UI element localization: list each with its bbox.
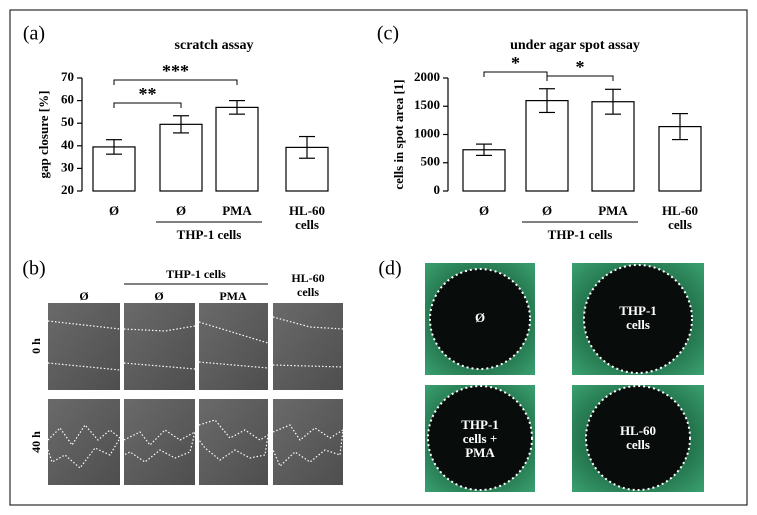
image-label: Ø: [474, 310, 486, 325]
image-label: THP-1 cells + PMA: [461, 417, 499, 460]
group-label: THP-1 cells: [166, 267, 226, 281]
y-tick-label: 30: [61, 159, 74, 174]
y-axis-label: gap closure [%]: [36, 91, 51, 179]
panel-label: (c): [377, 23, 399, 45]
chart-title: scratch assay: [175, 38, 254, 53]
significance-bracket: [113, 79, 238, 85]
x-tick-label: PMA: [222, 203, 252, 218]
column-label: HL-60 cells: [291, 271, 325, 299]
significance-label: *: [511, 53, 520, 73]
significance-bracket: [546, 75, 614, 81]
y-tick-label: 1000: [414, 125, 440, 140]
x-tick-label: Ø: [108, 203, 120, 218]
x-tick-label: Ø: [541, 203, 553, 218]
bar: [591, 101, 635, 192]
y-tick-label: 20: [61, 182, 74, 197]
x-tick-label: PMA: [598, 203, 628, 218]
significance-label: **: [139, 84, 157, 104]
row-label: 0 h: [29, 338, 43, 354]
significance-label: ***: [162, 61, 189, 81]
bar: [525, 99, 569, 192]
x-tick-label: HL-60 cells: [661, 203, 699, 232]
panel-b-images: [47, 303, 344, 485]
y-tick-label: 60: [61, 92, 74, 107]
y-tick-label: 2000: [414, 69, 440, 84]
column-label: PMA: [219, 289, 247, 303]
frame: [9, 9, 748, 506]
panel-d-images: [425, 263, 704, 492]
x-tick-label: Ø: [175, 203, 187, 218]
column-label: Ø: [79, 289, 89, 303]
y-axis-label: cells in spot area [1]: [391, 79, 406, 189]
x-tick-label: HL-60 cells: [288, 203, 326, 232]
image-label: THP-1 cells: [619, 303, 657, 332]
group-label: THP-1 cells: [548, 227, 613, 242]
y-tick-label: 0: [434, 182, 441, 197]
bar: [159, 123, 203, 192]
bar: [462, 149, 506, 192]
panel-label: (d): [378, 258, 401, 280]
row-label: 40 h: [29, 431, 43, 453]
group-label: THP-1 cells: [177, 227, 242, 242]
significance-bracket: [113, 102, 182, 108]
bar: [215, 106, 259, 192]
significance-bracket: [483, 71, 548, 77]
image-label: HL-60 cells: [619, 423, 657, 452]
significance-label: *: [576, 57, 585, 77]
y-tick-label: 1500: [414, 97, 440, 112]
panel-label: (a): [23, 23, 45, 45]
column-label: Ø: [154, 289, 164, 303]
y-tick-label: 40: [61, 137, 74, 152]
x-tick-label: Ø: [478, 203, 490, 218]
panel-label: (b): [22, 258, 45, 280]
y-tick-label: 70: [61, 69, 74, 84]
y-tick-label: 500: [421, 154, 441, 169]
chart-title: under agar spot assay: [510, 38, 640, 53]
y-tick-label: 50: [61, 114, 74, 129]
